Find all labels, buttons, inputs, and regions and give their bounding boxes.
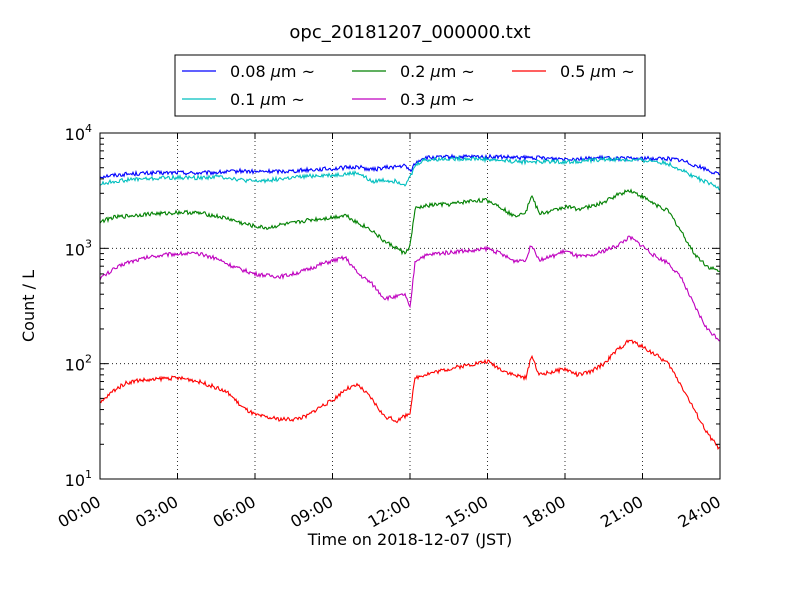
legend-value: 0.08: [230, 62, 271, 81]
y-tick-label: 102: [65, 353, 92, 375]
series-line-4: [99, 339, 721, 450]
legend-unit: m ~: [441, 90, 475, 109]
series-line-1: [99, 154, 721, 191]
legend-unit: m ~: [601, 62, 635, 81]
y-axis-label: Count / L: [19, 270, 38, 342]
y-tick-base: 10: [65, 240, 85, 259]
y-tick-exponent: 3: [85, 237, 92, 250]
y-tick-label: 104: [65, 122, 92, 144]
legend-label-0: 0.08 μm ~: [230, 62, 315, 81]
legend-mu: μ: [430, 62, 441, 81]
series-line-0: [99, 153, 721, 179]
legend-value: 0.1: [230, 90, 261, 109]
legend-label-1: 0.1 μm ~: [230, 90, 305, 109]
y-tick-exponent: 1: [85, 468, 92, 481]
series-group: [99, 153, 721, 450]
legend-value: 0.5: [560, 62, 591, 81]
y-tick-exponent: 2: [85, 353, 92, 366]
series-line-3: [99, 235, 721, 342]
legend-value: 0.3: [400, 90, 431, 109]
legend-value: 0.2: [400, 62, 431, 81]
series-line-2: [99, 188, 720, 272]
y-tick-label: 103: [65, 237, 92, 259]
ticks: [99, 132, 721, 480]
legend-unit: m ~: [271, 90, 305, 109]
y-tick-base: 10: [65, 125, 85, 144]
legend-label-4: 0.5 μm ~: [560, 62, 635, 81]
legend-unit: m ~: [281, 62, 315, 81]
chart-title: opc_20181207_000000.txt: [289, 22, 530, 43]
y-tick-exponent: 4: [85, 122, 92, 135]
legend-label-3: 0.3 μm ~: [400, 90, 475, 109]
legend-mu: μ: [260, 90, 271, 109]
legend-mu: μ: [270, 62, 281, 81]
legend-label-2: 0.2 μm ~: [400, 62, 475, 81]
legend-box: [174, 54, 646, 117]
y-tick-base: 10: [65, 356, 85, 375]
legend-unit: m ~: [441, 62, 475, 81]
y-tick-label: 101: [65, 468, 92, 490]
legend-mu: μ: [430, 90, 441, 109]
legend-mu: μ: [590, 62, 601, 81]
legend: 0.08 μm ~0.1 μm ~0.2 μm ~0.3 μm ~0.5 μm …: [174, 54, 646, 117]
y-tick-base: 10: [65, 471, 85, 490]
x-axis-label: Time on 2018-12-07 (JST): [307, 530, 512, 549]
